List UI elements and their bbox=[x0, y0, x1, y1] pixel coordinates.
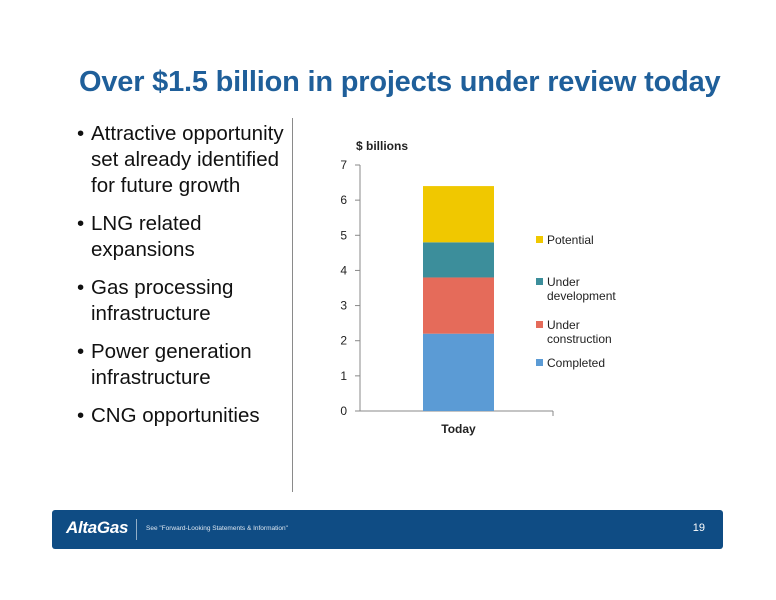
legend-swatch bbox=[536, 236, 543, 243]
bar-segment-under-construction bbox=[423, 277, 494, 334]
bullet-item: Power generation infrastructure bbox=[77, 339, 287, 391]
legend-label: Under construction bbox=[547, 318, 612, 346]
legend-label: Potential bbox=[547, 233, 594, 247]
footer-bar: AltaGas See "Forward-Looking Statements … bbox=[52, 510, 723, 549]
y-axis-label: $ billions bbox=[356, 139, 408, 153]
y-tick-label: 4 bbox=[340, 263, 347, 277]
y-tick-label: 5 bbox=[340, 228, 347, 242]
y-tick-label: 3 bbox=[340, 299, 347, 313]
legend-swatch bbox=[536, 278, 543, 285]
legend-swatch bbox=[536, 321, 543, 328]
altagas-logo: AltaGas bbox=[66, 518, 129, 537]
bullet-item: LNG related expansions bbox=[77, 211, 287, 263]
bar-segment-potential bbox=[423, 186, 494, 243]
bar-segment-completed bbox=[423, 333, 494, 411]
legend-label: Under development bbox=[547, 275, 616, 303]
x-category-label: Today bbox=[441, 422, 476, 436]
bullet-list: Attractive opportunity set already ident… bbox=[77, 121, 287, 441]
bar-segment-under-development bbox=[423, 242, 494, 278]
y-tick-label: 2 bbox=[340, 334, 347, 348]
y-tick-label: 1 bbox=[340, 369, 347, 383]
legend-label: Completed bbox=[547, 356, 605, 370]
y-tick-label: 0 bbox=[340, 404, 347, 418]
y-tick-label: 7 bbox=[340, 158, 347, 172]
footer-divider bbox=[136, 519, 137, 540]
legend-swatch bbox=[536, 359, 543, 366]
slide-title: Over $1.5 billion in projects under revi… bbox=[79, 66, 721, 98]
bullet-item: Attractive opportunity set already ident… bbox=[77, 121, 287, 199]
bullet-item: Gas processing infrastructure bbox=[77, 275, 287, 327]
stacked-bar-chart: $ billions 0 1 2 3 4 5 6 7 Today Potential Under dev… bbox=[340, 139, 616, 436]
bullet-item: CNG opportunities bbox=[77, 403, 287, 429]
page-number: 19 bbox=[692, 522, 705, 534]
y-tick-label: 6 bbox=[340, 193, 347, 207]
column-divider bbox=[292, 118, 293, 492]
forward-looking-disclaimer: See "Forward-Looking Statements & Inform… bbox=[146, 525, 288, 532]
